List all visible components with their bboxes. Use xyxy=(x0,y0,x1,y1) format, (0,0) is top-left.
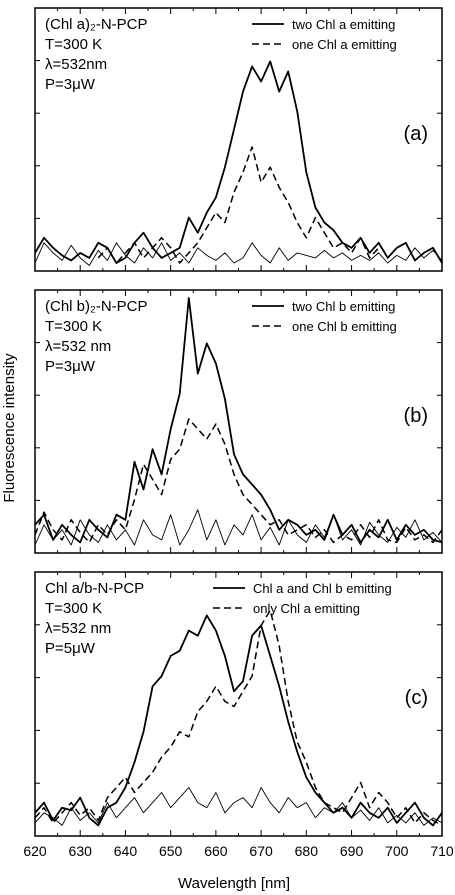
series-line-2 xyxy=(97,146,380,264)
panel-label: (a) xyxy=(404,123,428,145)
series-line-1 xyxy=(34,614,443,827)
panel-info-line: T=300 K xyxy=(45,600,102,617)
legend-label-1: two Chl a emitting xyxy=(292,17,395,32)
legend-label-2: only Chl a emitting xyxy=(253,601,360,616)
x-tick-label: 670 xyxy=(249,843,273,859)
x-tick-label: 640 xyxy=(114,843,138,859)
panel-info-line: λ=532 nm xyxy=(45,338,111,355)
legend-label-2: one Chl a emitting xyxy=(292,37,397,52)
panel-info-line: P=3μW xyxy=(45,76,96,93)
series-line-1 xyxy=(34,60,443,264)
panels-group: (Chl a)₂-N-PCP T=300 K λ=532nm P=3μW two Chl… xyxy=(23,7,454,859)
x-tick-label: 630 xyxy=(69,843,93,859)
panel-info-line: λ=532 nm xyxy=(45,620,111,637)
panel-info-line: P=5μW xyxy=(45,640,96,657)
series-line-2 xyxy=(34,418,443,544)
chart-panel-3: Chl a/b-N-PCP T=300 K λ=532 nm P=5μW Chl a a… xyxy=(34,571,443,837)
panel-info-line: (Chl a)₂-N-PCP xyxy=(45,16,148,33)
legend-label-2: one Chl b emitting xyxy=(292,319,397,334)
panel-info-line: T=300 K xyxy=(45,318,102,335)
panel-label: (c) xyxy=(405,687,428,709)
x-tick-label: 700 xyxy=(385,843,409,859)
y-axis-label: Fluorescence intensity xyxy=(1,353,18,503)
series-line-2 xyxy=(34,609,443,827)
legend-label-1: two Chl b emitting xyxy=(292,299,395,314)
x-tick-label: 680 xyxy=(295,843,319,859)
series-line-3 xyxy=(34,242,443,266)
series-line-3 xyxy=(34,787,443,826)
chart-panel-2: (Chl b)₂-N-PCP T=300 K λ=532 nm P=3μW two Ch… xyxy=(34,289,443,554)
x-tick-label: 620 xyxy=(23,843,47,859)
x-axis-label: Wavelength [nm] xyxy=(178,875,290,892)
x-tick-label: 710 xyxy=(430,843,454,859)
series-line-3 xyxy=(34,509,443,546)
panel-info-line: P=3μW xyxy=(45,358,96,375)
chart-panel-1: (Chl a)₂-N-PCP T=300 K λ=532nm P=3μW two Chl… xyxy=(34,7,443,272)
panel-info-line: (Chl b)₂-N-PCP xyxy=(45,298,148,315)
x-tick-label: 690 xyxy=(340,843,364,859)
panel-label: (b) xyxy=(404,405,428,427)
x-tick-label: 650 xyxy=(159,843,183,859)
legend-label-1: Chl a and Chl b emitting xyxy=(253,581,392,596)
panel-info-line: λ=532nm xyxy=(45,56,107,73)
panel-info-line: Chl a/b-N-PCP xyxy=(45,580,144,597)
panel-info-line: T=300 K xyxy=(45,36,102,53)
x-tick-label: 660 xyxy=(204,843,228,859)
